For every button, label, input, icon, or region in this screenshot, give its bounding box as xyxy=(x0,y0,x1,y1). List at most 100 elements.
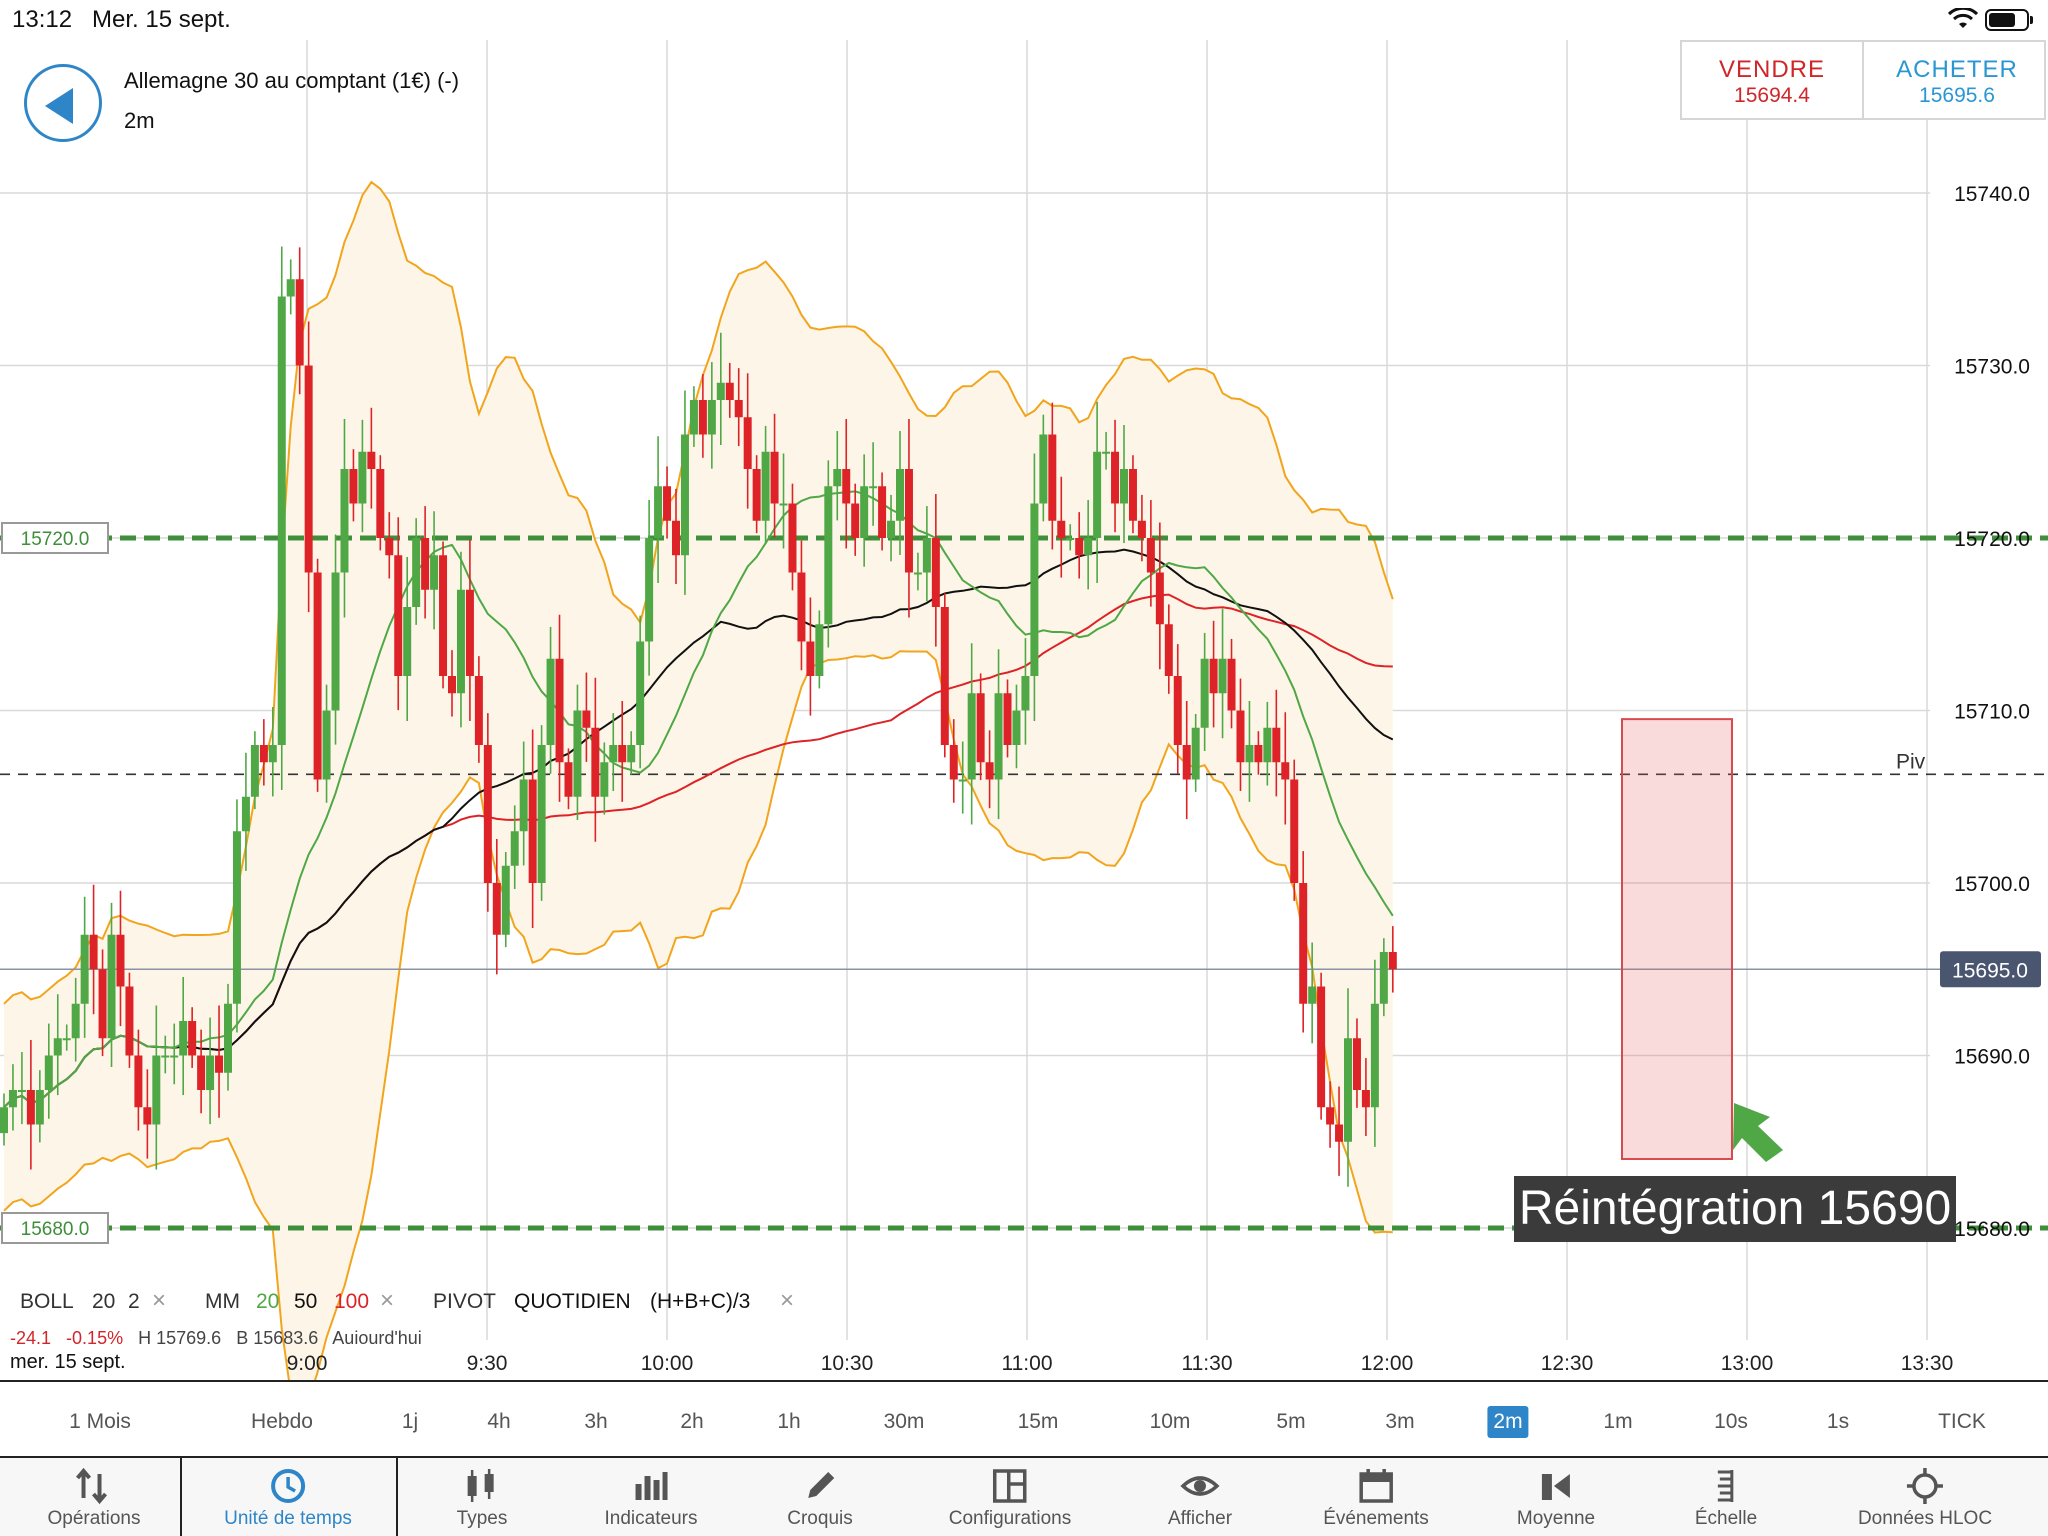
timeframe-30m[interactable]: 30m xyxy=(883,1410,925,1433)
toolbar-label: Indicateurs xyxy=(604,1508,698,1529)
candle-body xyxy=(680,434,689,556)
instrument-timeframe: 2m xyxy=(124,108,155,133)
toolbar-pencil[interactable]: Croquis xyxy=(787,1458,853,1536)
boll-label: BOLL xyxy=(20,1290,74,1313)
battery-icon xyxy=(1985,9,2033,31)
timeframe-2m[interactable]: 2m xyxy=(1487,1406,1529,1438)
candle-body xyxy=(349,469,358,504)
bars-icon xyxy=(635,1472,668,1500)
annotation: Réintégration 15690 xyxy=(1514,1103,1956,1242)
timeframe-2h[interactable]: 2h xyxy=(680,1410,704,1433)
timeframe-bar: 1 Mois Hebdo 1j 4h 3h 2h 1h 30m 15m 10m 5m 3m 2m 1m 10… xyxy=(0,1380,2048,1456)
timeframe-15m[interactable]: 15m xyxy=(1017,1410,1059,1433)
timeframe-hebdo[interactable]: Hebdo xyxy=(251,1410,313,1433)
timeframe-10s[interactable]: 10s xyxy=(1714,1410,1748,1433)
candle-body xyxy=(537,745,546,883)
timeframe-1j[interactable]: 1j xyxy=(401,1410,419,1433)
mm-label: MM xyxy=(205,1290,240,1313)
candle-body xyxy=(1361,1090,1370,1108)
candle-body xyxy=(295,279,304,366)
candle-body xyxy=(1200,658,1209,728)
timeframe-tick[interactable]: TICK xyxy=(1938,1410,1986,1433)
candle-body xyxy=(465,589,474,676)
candle-body xyxy=(71,1003,80,1039)
toolbar-label: Moyenne xyxy=(1516,1508,1596,1529)
candle-body xyxy=(1164,624,1173,676)
x-tick-label: 9:30 xyxy=(467,1352,508,1375)
remove-mm-icon[interactable]: × xyxy=(380,1287,395,1314)
candle-body xyxy=(1227,658,1236,711)
toolbar-crosshair[interactable]: Données HLOC xyxy=(1858,1458,1992,1536)
sell-button[interactable]: VENDRE 15694.4 xyxy=(1682,42,1864,118)
ma-50-line xyxy=(3,548,1394,1109)
toolbar-candles[interactable]: Types xyxy=(457,1458,507,1536)
timeframe-1-mois[interactable]: 1 Mois xyxy=(69,1410,131,1433)
buy-button[interactable]: ACHETER 15695.6 xyxy=(1866,42,2048,118)
candle-body xyxy=(358,451,367,504)
candle-body xyxy=(501,865,510,935)
candle-body xyxy=(1335,1124,1344,1142)
bollinger-lower xyxy=(3,650,1393,1380)
candle-body xyxy=(116,934,125,987)
toolbar-label: Croquis xyxy=(787,1508,853,1529)
back-button[interactable] xyxy=(24,64,102,142)
candle-body xyxy=(367,451,376,469)
mm-50: 50 xyxy=(294,1290,318,1313)
candle-body xyxy=(35,1090,44,1125)
timeframe-5m[interactable]: 5m xyxy=(1276,1410,1306,1433)
candle-body xyxy=(1066,538,1075,540)
candle-body xyxy=(331,572,340,711)
toolbar-calendar[interactable]: Événements xyxy=(1323,1458,1429,1536)
timeframe-3m[interactable]: 3m xyxy=(1385,1410,1415,1433)
candle-body xyxy=(1003,693,1012,745)
timeframe-1m[interactable]: 1m xyxy=(1603,1410,1633,1433)
candle-body xyxy=(842,469,851,504)
candle-body xyxy=(645,538,654,642)
timeframe-3h[interactable]: 3h xyxy=(584,1410,608,1433)
candle-body xyxy=(1021,676,1030,711)
pivot-label: Piv xyxy=(1896,750,1926,773)
reintegration-zone xyxy=(1621,718,1733,1160)
toolbar-arrows-updown[interactable]: Opérations xyxy=(48,1458,140,1536)
green-arrow-icon xyxy=(1733,1103,1783,1162)
candle-body xyxy=(1084,538,1093,556)
toolbar-separator xyxy=(396,1458,398,1536)
annotation-box xyxy=(1514,1176,1956,1242)
candle-body xyxy=(125,986,134,1056)
candle-body xyxy=(958,779,967,782)
candle-body xyxy=(1317,986,1326,1108)
toolbar-bars[interactable]: Indicateurs xyxy=(604,1458,698,1536)
x-tick-label: 11:00 xyxy=(1002,1352,1053,1375)
toolbar-layout[interactable]: Configurations xyxy=(949,1458,1071,1536)
level-tag xyxy=(1,522,109,554)
candle-body xyxy=(268,745,277,763)
timeframe-4h[interactable]: 4h xyxy=(487,1410,511,1433)
candle-body xyxy=(528,779,537,883)
toolbar-scale[interactable]: Échelle xyxy=(1695,1458,1757,1536)
toolbar-clock[interactable]: Unité de temps xyxy=(224,1458,352,1536)
candle-body xyxy=(277,296,286,745)
candle-body xyxy=(376,469,385,538)
candle-body xyxy=(1209,658,1218,694)
candle-body xyxy=(1030,503,1039,676)
candle-body xyxy=(931,538,940,607)
level-tag xyxy=(1,1212,109,1244)
candle-body xyxy=(824,486,833,625)
candle-body xyxy=(197,1055,206,1090)
remove-boll-icon[interactable]: × xyxy=(152,1287,167,1314)
timeframe-1h[interactable]: 1h xyxy=(777,1410,801,1433)
remove-pivot-icon[interactable]: × xyxy=(780,1287,795,1314)
toolbar-volume[interactable]: Moyenne xyxy=(1517,1458,1595,1536)
session-stats: -24.1 -0.15% H 15769.6 B 15683.6 Aujourd… xyxy=(10,1328,422,1344)
y-tick-label: 15680.0 xyxy=(1954,1218,2030,1241)
candle-body xyxy=(241,796,250,832)
timeframe-1s[interactable]: 1s xyxy=(1826,1410,1850,1433)
timeframe-10m[interactable]: 10m xyxy=(1149,1410,1191,1433)
candle-body xyxy=(224,1003,232,1073)
x-tick-label: 11:30 xyxy=(1182,1352,1233,1375)
toolbar-eye[interactable]: Afficher xyxy=(1168,1458,1232,1536)
candle-body xyxy=(555,658,564,763)
candle-body xyxy=(0,1107,8,1134)
candle-body xyxy=(743,417,752,469)
